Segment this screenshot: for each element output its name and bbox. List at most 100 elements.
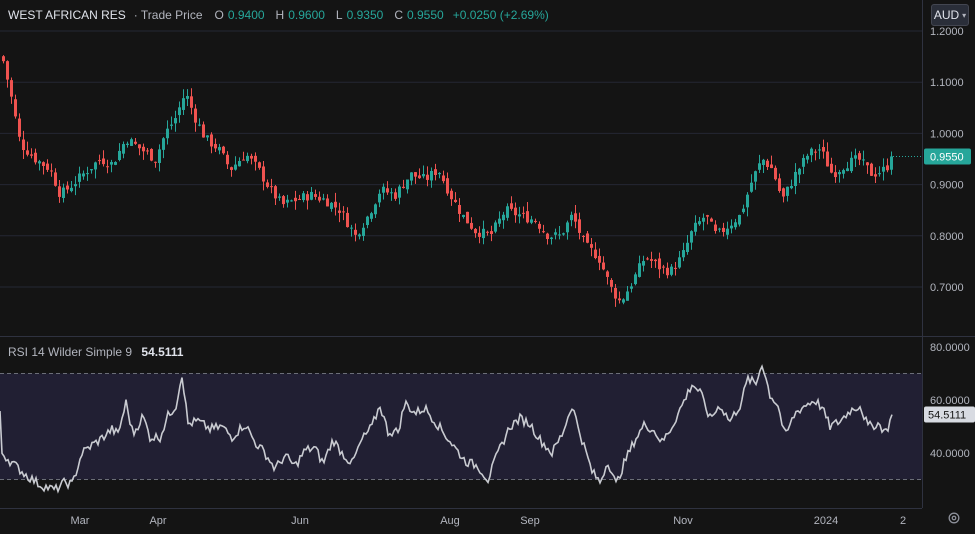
candle-body [806, 155, 809, 160]
candle-body [2, 56, 5, 62]
candle-body [506, 206, 509, 218]
candle-body [270, 186, 273, 188]
rsi-value-badge [924, 406, 975, 423]
candle-body [862, 159, 865, 161]
candle-body [414, 172, 417, 177]
candle-body [82, 173, 85, 177]
candle-body [198, 124, 201, 126]
candle-body [318, 196, 321, 201]
candle-body [234, 164, 237, 170]
x-tick-label: Jun [291, 515, 309, 527]
candle-body [162, 138, 165, 150]
candle-body [518, 214, 521, 217]
candle-body [794, 171, 797, 186]
candle-body [258, 162, 261, 168]
candle-body [662, 266, 665, 268]
candle-body [622, 299, 625, 303]
candle-body [430, 170, 433, 181]
candle-body [78, 173, 81, 182]
candle-body [378, 193, 381, 203]
candle-body [514, 207, 517, 216]
symbol-name: WEST AFRICAN RES [8, 8, 126, 22]
candle-body [10, 80, 13, 97]
candle-body [358, 234, 361, 237]
x-tick-label: Sep [520, 515, 540, 527]
candle-body [718, 228, 721, 230]
candle-body [282, 196, 285, 205]
rsi-value: 54.5111 [141, 345, 184, 359]
candle-body [18, 118, 21, 137]
candle-body [438, 172, 441, 175]
candle-body [762, 159, 765, 166]
candle-body [434, 169, 437, 175]
candle-body [206, 135, 209, 138]
candle-body [690, 231, 693, 243]
candle-body [546, 233, 549, 240]
candle-body [62, 187, 65, 198]
candle-body [66, 185, 69, 190]
candle-body [158, 149, 161, 163]
candle-body [118, 150, 121, 160]
candle-body [682, 250, 685, 258]
currency-dropdown[interactable]: AUD ▾ [931, 4, 969, 26]
candle-body [870, 163, 873, 176]
candle-body [782, 188, 785, 197]
rsi-header: RSI 14 Wilder Simple 9 54.5111 [8, 345, 183, 359]
candle-body [390, 192, 393, 194]
candle-body [726, 228, 729, 235]
candle-body [450, 190, 453, 200]
candle-body [418, 175, 421, 179]
candle-body [394, 192, 397, 199]
candle-body [490, 231, 493, 235]
candle-body [238, 160, 241, 167]
change-value: +0.0250 (+2.69%) [452, 8, 549, 22]
candle-body [322, 198, 325, 200]
candle-body [278, 196, 281, 198]
candle-body [218, 147, 221, 151]
price-tick-label: 0.7000 [930, 282, 964, 294]
candle-body [694, 222, 697, 232]
rsi-tick-label: 40.0000 [930, 448, 970, 460]
gear-icon[interactable] [947, 511, 961, 525]
candle-body [606, 271, 609, 277]
candle-body [502, 214, 505, 221]
candle-body [58, 186, 61, 197]
candle-body [98, 160, 101, 162]
candle-body [842, 170, 845, 174]
candle-body [334, 201, 337, 208]
candle-body [342, 211, 345, 213]
candle-body [362, 227, 365, 236]
last-price-badge [924, 148, 971, 165]
candle-body [814, 151, 817, 153]
candle-body [226, 154, 229, 165]
candle-body [638, 263, 641, 277]
candle-body [422, 174, 425, 177]
candle-body [186, 96, 189, 99]
candle-body [142, 146, 145, 152]
candle-body [482, 228, 485, 239]
x-tick-label: Aug [440, 515, 460, 527]
candle-body [182, 98, 185, 110]
open-value: 0.9400 [227, 8, 265, 22]
candle-body [402, 186, 405, 188]
low-label: L [335, 8, 343, 22]
candle-body [846, 168, 849, 172]
candle-body [370, 213, 373, 219]
candle-body [542, 231, 545, 233]
candle-body [706, 215, 709, 217]
candle-body [286, 199, 289, 203]
candle-body [134, 141, 137, 144]
candle-body [790, 185, 793, 189]
candle-body [170, 124, 173, 126]
candle-body [114, 162, 117, 165]
candle-body [770, 164, 773, 169]
candle-body [878, 173, 881, 175]
candle-body [466, 211, 469, 224]
x-tick-label: 2024 [814, 515, 838, 527]
candle-body [214, 143, 217, 149]
candle-body [298, 198, 301, 200]
price-tick-label: 1.2000 [930, 26, 964, 38]
candle-body [686, 242, 689, 253]
